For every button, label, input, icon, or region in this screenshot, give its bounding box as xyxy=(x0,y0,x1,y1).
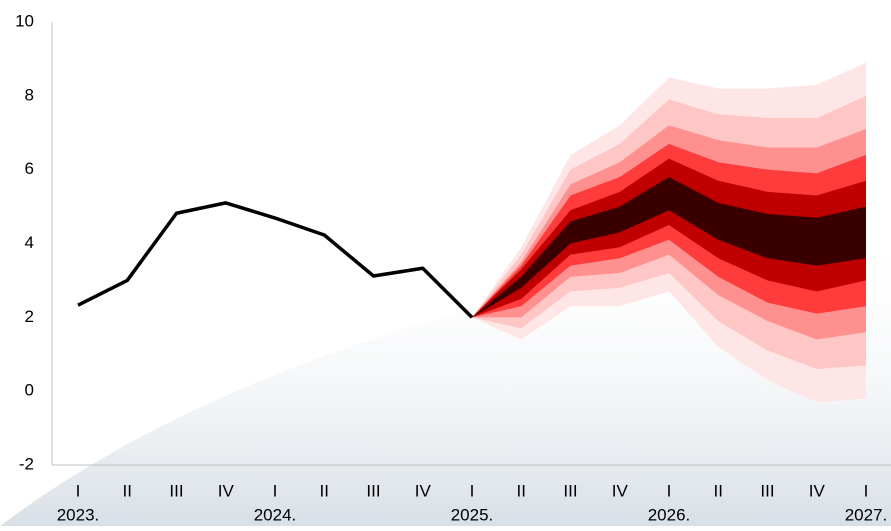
y-tick-label: 8 xyxy=(25,85,34,104)
page: {"chart_data": {"type": "fan", "categori… xyxy=(0,0,891,526)
line xyxy=(78,203,472,317)
x-tick-label: II xyxy=(320,481,329,500)
y-tick-label: 6 xyxy=(25,159,34,178)
x-tick-label: I xyxy=(76,481,81,500)
x-tick-label: IV xyxy=(415,481,432,500)
x-tick-label: IV xyxy=(612,481,629,500)
x-tick-label: IV xyxy=(809,481,826,500)
year-label: 2023. xyxy=(57,505,100,524)
y-tick-label: 4 xyxy=(25,233,34,252)
y-tick-label: 0 xyxy=(25,381,34,400)
year-label: 2027. xyxy=(845,505,888,524)
x-tick-label: III xyxy=(169,481,183,500)
x-tick-label: I xyxy=(273,481,278,500)
x-tick-label: IV xyxy=(218,481,235,500)
y-tick-label: 2 xyxy=(25,307,34,326)
year-label: 2024. xyxy=(254,505,297,524)
chart: -20246810I2023.IIIIIIVI2024.IIIIIIVI2025… xyxy=(0,0,891,526)
x-tick-label: II xyxy=(517,481,526,500)
y-tick-label: 10 xyxy=(15,11,34,30)
y-tick-label: -2 xyxy=(19,454,34,473)
year-label: 2026. xyxy=(648,505,691,524)
x-tick-label: I xyxy=(470,481,475,500)
year-label: 2025. xyxy=(451,505,494,524)
x-tick-label: III xyxy=(563,481,577,500)
x-tick-label: III xyxy=(366,481,380,500)
x-tick-label: I xyxy=(667,481,672,500)
x-tick-label: II xyxy=(123,481,132,500)
x-tick-label: I xyxy=(864,481,869,500)
x-tick-label: III xyxy=(760,481,774,500)
x-tick-label: II xyxy=(714,481,723,500)
